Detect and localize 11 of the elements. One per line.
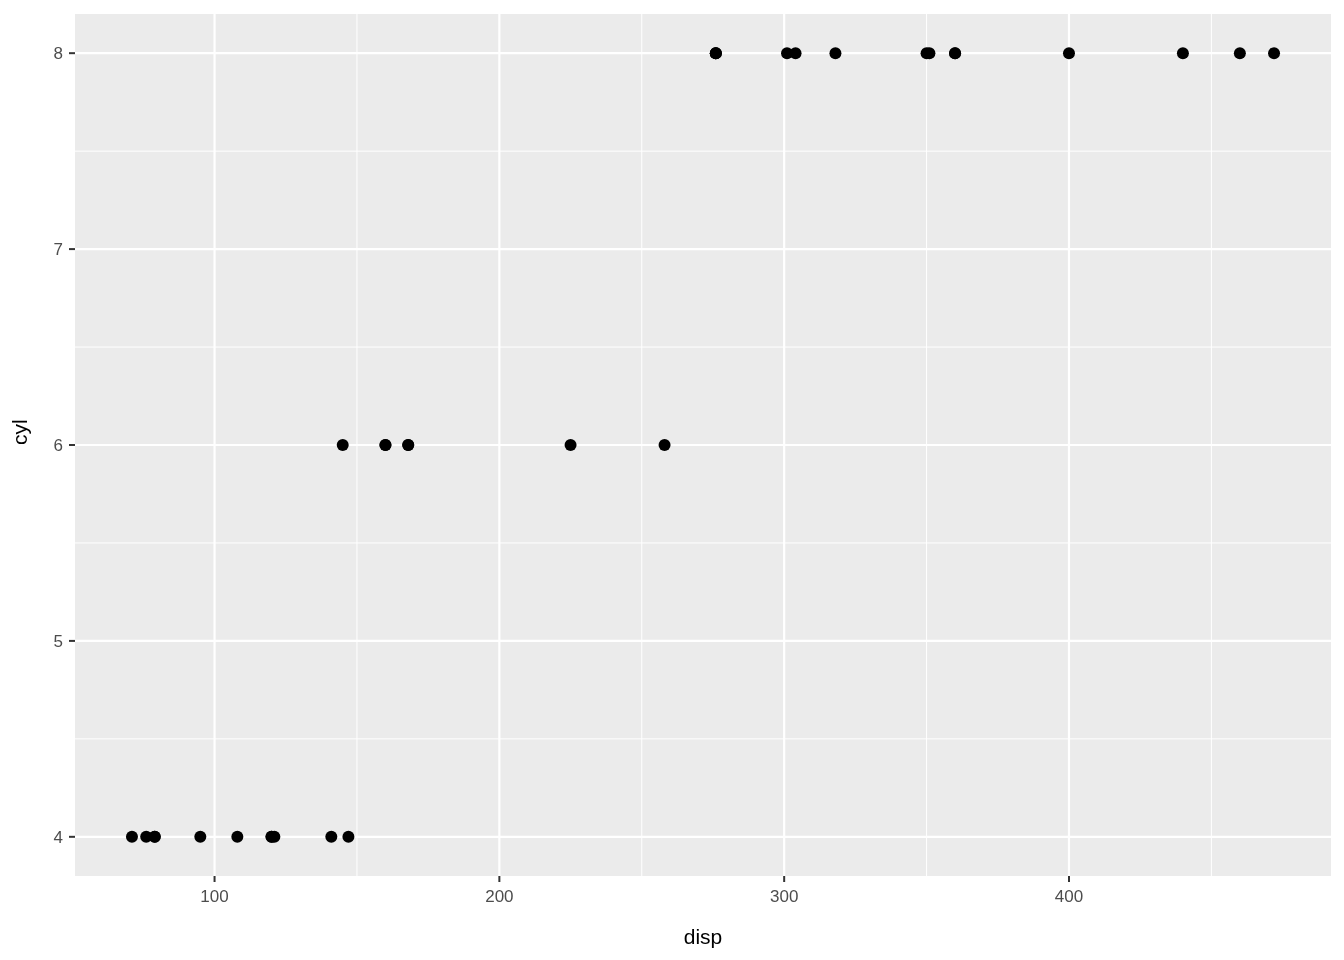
x-tick-label: 400 bbox=[1054, 887, 1084, 907]
y-tick-label: 5 bbox=[53, 631, 63, 651]
y-axis-title: cyl bbox=[8, 419, 32, 445]
y-tick-label: 7 bbox=[53, 240, 63, 260]
x-tick-label: 100 bbox=[200, 887, 229, 907]
x-tick-label: 200 bbox=[485, 887, 514, 907]
x-tick-label: 300 bbox=[769, 887, 799, 907]
x-axis-title: disp bbox=[683, 925, 723, 948]
y-tick-label: 6 bbox=[53, 436, 63, 456]
y-tick-label: 8 bbox=[53, 44, 63, 64]
y-tick-label: 4 bbox=[53, 827, 63, 847]
